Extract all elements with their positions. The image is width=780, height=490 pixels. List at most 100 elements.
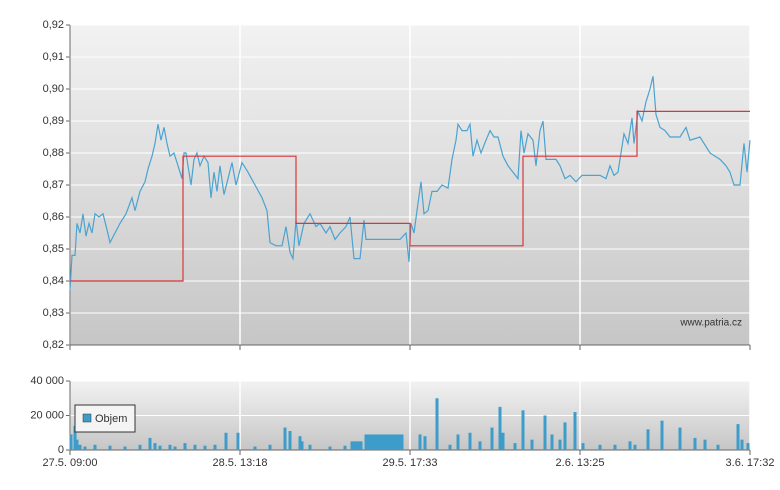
volume-bar	[646, 429, 650, 450]
volume-bar	[364, 434, 368, 450]
volume-bar	[581, 443, 585, 450]
volume-bar	[138, 444, 142, 450]
volume-bar	[716, 444, 720, 450]
volume-bar	[435, 398, 439, 450]
x-tick-label: 29.5. 17:33	[382, 457, 437, 469]
volume-bar	[391, 434, 395, 450]
volume-bar	[543, 415, 547, 450]
volume-bar	[328, 446, 332, 450]
volume-bar	[203, 445, 207, 450]
legend-swatch	[82, 413, 92, 423]
volume-bar	[300, 441, 304, 450]
volume-bar	[173, 446, 177, 450]
volume-bar	[213, 444, 217, 450]
volume-bar	[598, 444, 602, 450]
y-tick-label: 0,82	[43, 339, 64, 351]
volume-bar	[513, 443, 517, 450]
y-tick-label: 0,91	[43, 51, 64, 63]
volume-bar	[628, 441, 632, 450]
volume-bar	[183, 443, 187, 450]
volume-bar	[308, 444, 312, 450]
y-tick-label: 0,90	[43, 83, 64, 95]
volume-bar	[158, 445, 162, 450]
volume-bar	[746, 443, 750, 450]
y-tick-label: 0,89	[43, 115, 64, 127]
volume-bar	[73, 425, 77, 450]
volume-bar	[298, 436, 302, 450]
x-tick-label: 3.6. 17:32	[726, 457, 775, 469]
volume-bar	[530, 439, 534, 450]
volume-bar	[478, 441, 482, 450]
x-tick-label: 2.6. 13:25	[556, 457, 605, 469]
volume-bar	[224, 432, 228, 450]
volume-bar	[660, 420, 664, 450]
volume-bar	[376, 434, 380, 450]
volume-bar	[343, 445, 347, 450]
volume-bar	[193, 444, 197, 450]
volume-bar	[498, 406, 502, 450]
volume-bar	[288, 431, 292, 450]
legend: Objem	[74, 404, 136, 433]
volume-bar	[78, 444, 82, 450]
volume-bar	[367, 434, 371, 450]
y-tick-label: 0	[58, 444, 64, 456]
volume-bar	[93, 444, 97, 450]
volume-bar	[168, 444, 172, 450]
y-tick-label: 0,92	[43, 19, 64, 31]
volume-bar	[153, 443, 157, 450]
volume-bar	[388, 434, 392, 450]
volume-bar	[283, 427, 287, 450]
volume-bar	[573, 412, 577, 450]
volume-bar	[740, 439, 744, 450]
volume-bar	[236, 432, 240, 450]
volume-bar	[397, 434, 401, 450]
volume-bar	[550, 434, 554, 450]
volume-bar	[501, 432, 505, 450]
y-tick-label: 0,87	[43, 179, 64, 191]
y-tick-label: 0,84	[43, 275, 64, 287]
volume-bar	[373, 434, 377, 450]
price-line	[69, 76, 751, 291]
y-tick-label: 0,88	[43, 147, 64, 159]
volume-bar	[148, 437, 152, 450]
legend-label: Objem	[95, 413, 127, 425]
volume-bar	[558, 439, 562, 450]
volume-bar	[268, 444, 272, 450]
volume-bar	[563, 422, 567, 450]
volume-bar	[69, 434, 73, 450]
volume-bar	[613, 444, 617, 450]
volume-bar	[379, 434, 383, 450]
volume-bar	[693, 437, 697, 450]
volume-bar	[123, 446, 127, 450]
volume-bar	[448, 444, 452, 450]
volume-bar	[423, 436, 427, 450]
x-tick-label: 28.5. 13:18	[212, 457, 267, 469]
y-tick-label: 40 000	[30, 375, 64, 387]
y-tick-label: 0,86	[43, 211, 64, 223]
volume-bar	[703, 439, 707, 450]
volume-bar	[678, 427, 682, 450]
volume-bar	[108, 445, 112, 450]
y-tick-label: 0,83	[43, 307, 64, 319]
volume-bar	[350, 441, 354, 450]
volume-bar	[490, 427, 494, 450]
volume-bar	[521, 410, 525, 450]
volume-bar	[359, 441, 363, 450]
volume-bar	[356, 441, 360, 450]
volume-bar	[253, 446, 257, 450]
volume-bar	[736, 424, 740, 450]
y-tick-label: 20 000	[30, 409, 64, 421]
y-tick-label: 0,85	[43, 243, 64, 255]
x-tick-label: 27.5. 09:00	[42, 457, 97, 469]
price-line	[70, 110, 750, 282]
watermark: www.patria.cz	[679, 318, 742, 329]
volume-bar	[456, 434, 460, 450]
volume-bar	[468, 432, 472, 450]
volume-bar	[418, 434, 422, 450]
volume-bar	[394, 434, 398, 450]
volume-bar	[83, 446, 87, 450]
volume-bar	[382, 434, 386, 450]
volume-bar	[400, 434, 404, 450]
volume-bar	[633, 444, 637, 450]
